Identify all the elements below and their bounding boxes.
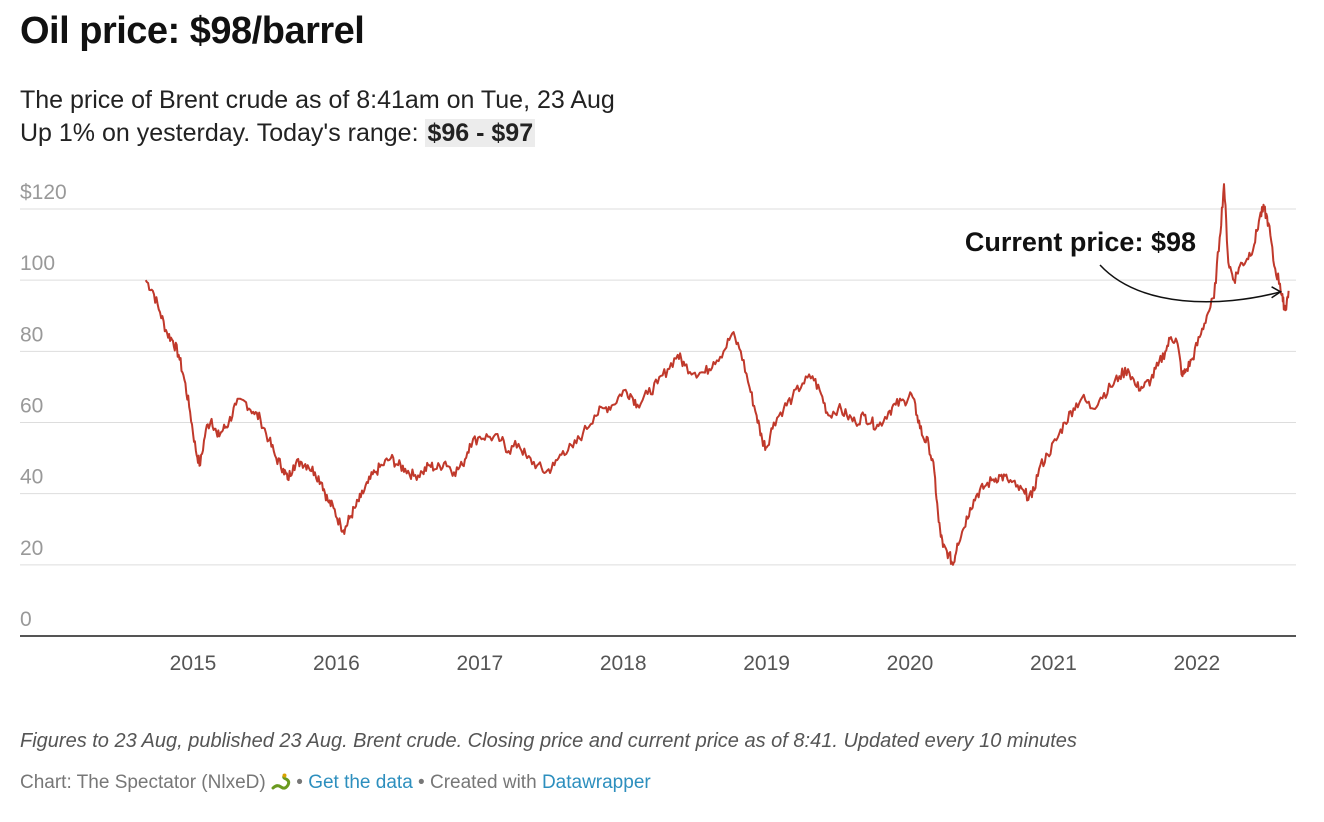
get-the-data-link[interactable]: Get the data xyxy=(308,772,413,793)
chart-byline: Chart: The Spectator (NlxeD) • Get the d… xyxy=(20,772,651,794)
separator-dot: • xyxy=(418,772,425,793)
subtitle-change-text: Up 1% on yesterday. Today's range: xyxy=(20,119,426,147)
annotation-arrow xyxy=(1099,264,1281,303)
snake-icon xyxy=(271,773,291,790)
y-tick-label: 100 xyxy=(20,252,55,275)
x-tick-label: 2017 xyxy=(456,652,503,675)
y-tick-label: 0 xyxy=(20,608,32,631)
annotation-arrowhead xyxy=(1271,286,1283,299)
x-tick-label: 2015 xyxy=(170,652,217,675)
y-tick-label: 60 xyxy=(20,395,43,418)
range-highlight: $96 - $97 xyxy=(425,119,536,147)
line-chart: 0 20 40 60 80 100 $120 2015 2016 2017 2018 2019 202… xyxy=(20,181,1296,675)
x-tick-label: 2019 xyxy=(743,652,790,675)
current-price-annotation: Current price: $98 xyxy=(965,227,1196,257)
y-tick-label: 20 xyxy=(20,537,43,560)
credit-text: Chart: The Spectator (NlxeD) xyxy=(20,772,266,793)
subtitle-line-2: Up 1% on yesterday. Today's range: $96 -… xyxy=(20,117,615,150)
y-tick-label: 80 xyxy=(20,323,43,346)
chart-title: Oil price: $98/barrel xyxy=(20,10,365,52)
y-tick-label: 40 xyxy=(20,466,43,489)
y-axis-ticks: 0 20 40 60 80 100 $120 xyxy=(20,181,67,631)
chart-notes: Figures to 23 Aug, published 23 Aug. Bre… xyxy=(20,730,1077,752)
x-axis-ticks: 2015 2016 2017 2018 2019 2020 2021 2022 xyxy=(170,652,1221,675)
created-with-text: Created with xyxy=(429,772,537,793)
datawrapper-link[interactable]: Datawrapper xyxy=(541,772,651,793)
chart-subtitle: The price of Brent crude as of 8:41am on… xyxy=(20,84,615,150)
x-tick-label: 2020 xyxy=(887,652,934,675)
x-tick-label: 2022 xyxy=(1173,652,1220,675)
y-tick-label: $120 xyxy=(20,181,67,204)
subtitle-line-1: The price of Brent crude as of 8:41am on… xyxy=(20,86,615,114)
separator-dot: • xyxy=(296,772,303,793)
oil-price-line xyxy=(144,183,1290,566)
x-tick-label: 2016 xyxy=(313,652,360,675)
x-tick-label: 2018 xyxy=(600,652,647,675)
x-tick-label: 2021 xyxy=(1030,652,1077,675)
grid-lines xyxy=(20,208,1296,566)
